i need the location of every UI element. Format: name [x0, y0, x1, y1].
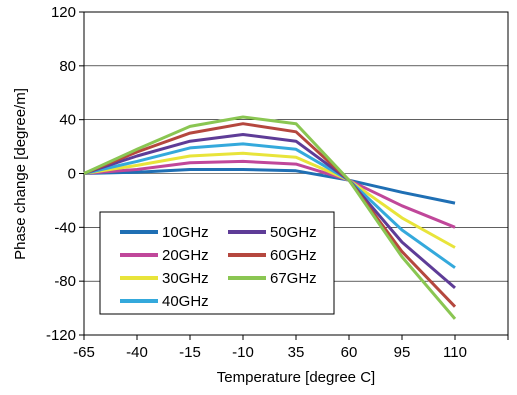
y-tick-label: 40 [59, 112, 76, 129]
series-line-40ghz [83, 142, 456, 269]
legend-label-60ghz: 60GHz [270, 247, 317, 264]
legend-label-20ghz: 20GHz [162, 247, 209, 264]
legend-label-50ghz: 50GHz [270, 224, 317, 241]
series-lines [83, 115, 457, 320]
x-axis-ticks: -65 -40 -15 -10 35 60 95 110 [73, 335, 509, 361]
y-tick-label: -40 [54, 219, 76, 236]
series-line-60ghz [83, 122, 457, 308]
series-line-50ghz [83, 133, 456, 290]
legend-box [99, 211, 335, 315]
y-axis-ticks: 120 80 40 0 -40 -80 -120 [46, 4, 84, 344]
x-tick-label: -10 [232, 344, 254, 361]
y-tick-label: -120 [46, 327, 76, 344]
legend-label-40ghz: 40GHz [162, 293, 209, 310]
legend: 10GHz 20GHz 30GHz 40GHz 50GHz 60GHz 67GHz [99, 211, 335, 315]
x-tick-label: -65 [73, 344, 95, 361]
legend-label-67ghz: 67GHz [270, 270, 317, 287]
y-tick-label: 80 [59, 58, 76, 75]
x-tick-label: 110 [443, 344, 467, 361]
legend-label-10ghz: 10GHz [162, 224, 209, 241]
x-tick-label: 95 [394, 344, 411, 361]
series-line-30ghz [83, 151, 456, 249]
y-tick-label: -80 [54, 273, 76, 290]
series-line-67ghz [83, 115, 457, 320]
y-tick-label: 120 [51, 4, 76, 21]
y-axis-label: Phase change [degree/m] [12, 88, 29, 260]
x-tick-label: 35 [288, 344, 305, 361]
series-line-10ghz [83, 168, 456, 205]
x-tick-label: 60 [341, 344, 358, 361]
legend-label-30ghz: 30GHz [162, 270, 209, 287]
x-tick-label: -40 [126, 344, 148, 361]
x-axis-label: Temperature [degree C] [217, 369, 375, 386]
series-line-20ghz [83, 159, 456, 229]
x-tick-label: -15 [179, 344, 201, 361]
y-tick-label: 0 [68, 166, 76, 183]
